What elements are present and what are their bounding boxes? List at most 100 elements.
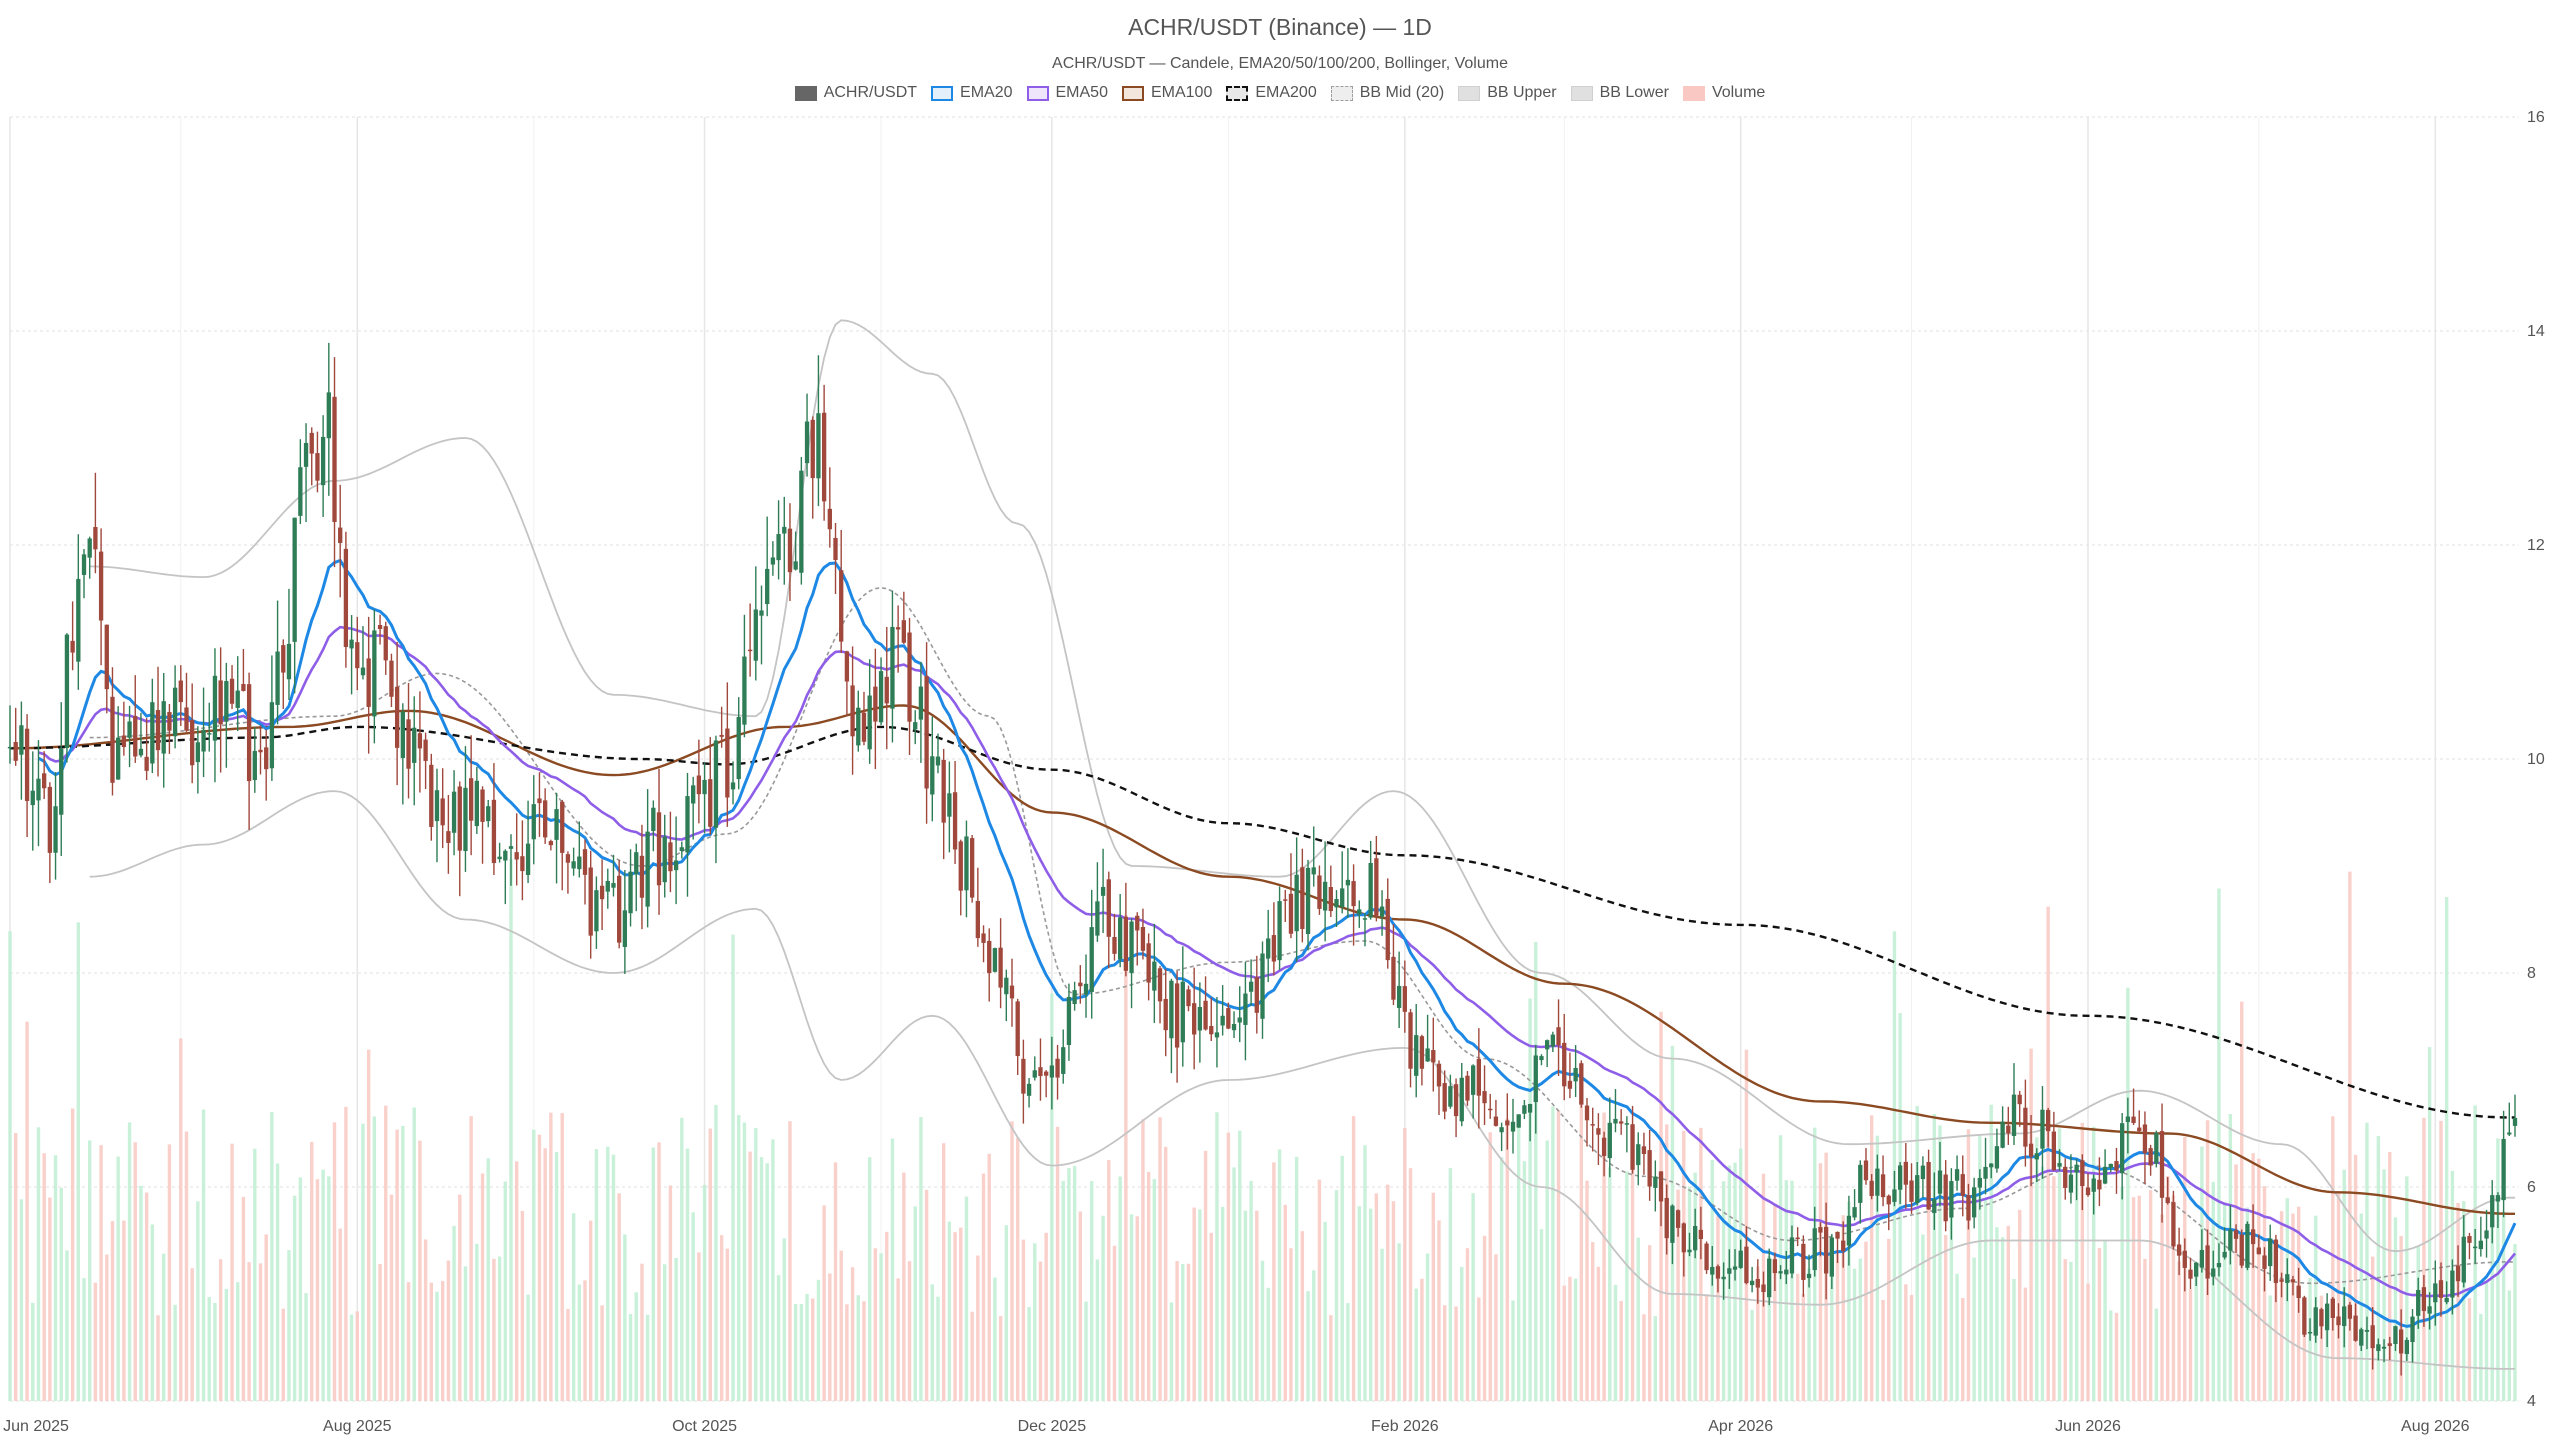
candle <box>1129 918 1134 1009</box>
candle-body <box>155 710 161 751</box>
candle-body <box>2176 1244 2182 1256</box>
legend-item-volume[interactable]: Volume <box>1682 84 1766 102</box>
candle <box>1197 982 1203 1063</box>
candle <box>1453 1078 1459 1138</box>
candle <box>207 702 212 752</box>
candle <box>776 500 781 580</box>
legend-item-ema50[interactable]: EMA50 <box>1026 84 1108 102</box>
candle-body <box>406 719 411 769</box>
candle-body <box>412 727 417 763</box>
candle-body <box>1778 1271 1783 1274</box>
legend-item-bb-mid-20[interactable]: BB Mid (20) <box>1330 84 1444 102</box>
volume-bar <box>913 1206 917 1401</box>
candle-body <box>850 685 855 737</box>
candle <box>1516 1114 1521 1128</box>
candle-body <box>810 419 815 479</box>
volume-bar <box>48 1197 52 1401</box>
candle-body <box>1698 1229 1704 1240</box>
candle <box>662 814 667 898</box>
volume-bar <box>116 1156 120 1401</box>
candle <box>486 799 491 828</box>
candle <box>1510 1098 1516 1154</box>
candle-body <box>2159 1131 2165 1198</box>
volume-bar <box>1095 1259 1100 1401</box>
candle <box>2421 1274 2427 1327</box>
volume-bar <box>1636 1237 1640 1401</box>
volume-bar <box>1238 1130 1242 1401</box>
volume-bar <box>2171 1195 2176 1401</box>
candle-body <box>2307 1331 2313 1334</box>
volume-bar <box>1750 1309 1754 1401</box>
candle <box>1977 1169 1982 1210</box>
legend-item-bb-lower[interactable]: BB Lower <box>1570 84 1669 102</box>
candle-body <box>2228 1229 2233 1251</box>
legend-item-ema200[interactable]: EMA200 <box>1226 84 1317 102</box>
volume-bar <box>1169 1302 1174 1401</box>
candle <box>2478 1216 2483 1257</box>
volume-bar <box>1904 1284 1908 1401</box>
candle <box>1607 1097 1612 1178</box>
candle-body <box>332 396 337 522</box>
volume-bar <box>281 1308 285 1401</box>
candle <box>1391 924 1396 1005</box>
legend-item-bb-upper[interactable]: BB Upper <box>1458 84 1557 102</box>
legend-item-ema20[interactable]: EMA20 <box>931 84 1013 102</box>
candle <box>1209 997 1214 1041</box>
legend-item-ema100[interactable]: EMA100 <box>1121 84 1212 102</box>
candle-body <box>1613 1118 1618 1124</box>
candle <box>355 616 360 691</box>
candle-body <box>1237 1017 1242 1023</box>
volume-bar <box>1044 1232 1048 1401</box>
volume-bar <box>668 1185 673 1401</box>
volume-bar <box>554 1151 559 1401</box>
candle-body <box>565 854 571 863</box>
legend-label: Volume <box>1711 84 1766 101</box>
candle-body <box>338 527 343 543</box>
candle <box>2068 1154 2074 1204</box>
candle <box>1590 1107 1595 1152</box>
candle-body <box>1619 1121 1624 1124</box>
volume-bar <box>2393 1217 2398 1401</box>
candle <box>867 659 872 764</box>
volume-bar <box>435 1291 439 1401</box>
volume-bar <box>1756 1266 1760 1401</box>
volume-bar <box>1989 1104 1993 1401</box>
volume-bar <box>247 1262 251 1401</box>
volume-bar <box>1539 1229 1544 1401</box>
candle <box>1476 1028 1481 1129</box>
candle-body <box>1670 1205 1675 1243</box>
volume-bar <box>606 1146 610 1401</box>
volume-bar <box>1072 1165 1077 1401</box>
volume-bar <box>1334 1190 1339 1401</box>
candle <box>1784 1250 1789 1285</box>
volume-bar <box>1892 931 1897 1401</box>
legend-item-achr-usdt[interactable]: ACHR/USDT <box>794 84 917 102</box>
candle <box>1436 1060 1442 1116</box>
candle-body <box>133 715 138 757</box>
candle <box>861 691 867 746</box>
candle <box>1334 890 1339 928</box>
candle-body <box>2330 1298 2335 1318</box>
volume-bar <box>1055 1126 1060 1401</box>
candle <box>2268 1224 2273 1281</box>
volume-bar <box>1653 1316 1658 1401</box>
candle-body <box>1653 1176 1658 1188</box>
candle-body <box>2450 1270 2455 1298</box>
candle-body <box>2507 1132 2512 1135</box>
candle <box>1846 1195 1852 1266</box>
volume-bar <box>537 1134 542 1401</box>
candle <box>1698 1206 1704 1260</box>
legend-swatch <box>1458 85 1481 101</box>
volume-bar <box>2200 1146 2204 1401</box>
candle <box>429 753 434 841</box>
candle <box>571 847 576 876</box>
candle-body <box>457 786 462 851</box>
candle-body <box>1943 1174 1948 1222</box>
candle <box>1118 894 1123 968</box>
candle <box>878 657 884 726</box>
volume-bar <box>133 1142 137 1401</box>
volume-bar <box>275 1163 280 1401</box>
candle-body <box>417 733 423 749</box>
volume-bar <box>196 1201 200 1401</box>
candle <box>1140 908 1146 960</box>
